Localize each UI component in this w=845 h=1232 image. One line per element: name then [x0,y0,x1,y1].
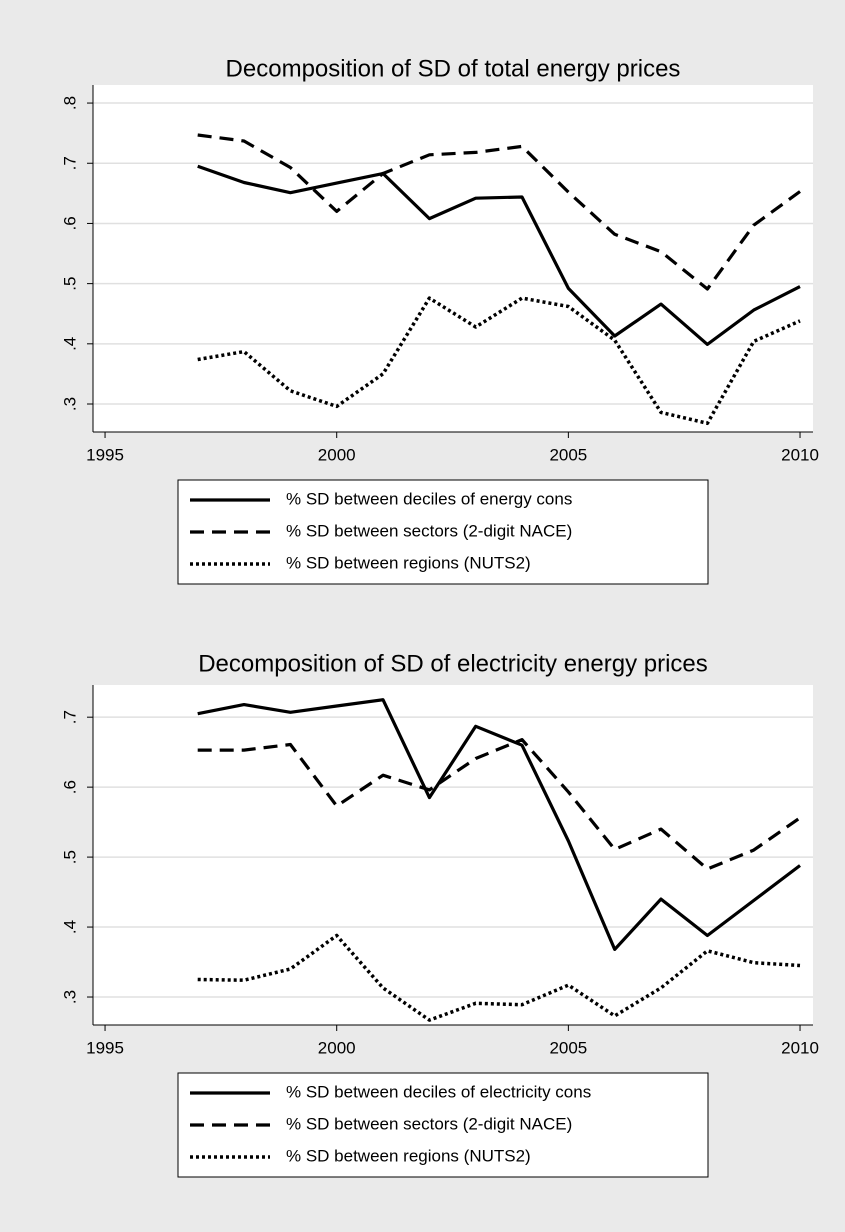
legend-label: % SD between regions (NUTS2) [286,1146,531,1165]
legend-label: % SD between deciles of electricity cons [286,1082,591,1101]
x-tick-label: 2000 [318,1038,356,1057]
y-tick-label: .6 [60,780,79,794]
x-tick-label: 1995 [86,1038,124,1057]
series-line [197,133,801,291]
y-tick-label: .5 [60,277,79,291]
x-tick-label: 1995 [86,445,124,464]
x-tick-label: 2000 [318,445,356,464]
y-tick-label: .7 [60,710,79,724]
y-tick-label: .3 [60,990,79,1004]
x-tick-label: 2010 [781,1038,819,1057]
plot-area [93,685,813,1025]
series-line [197,698,801,951]
legend-label: % SD between sectors (2-digit NACE) [286,1114,572,1133]
y-tick-label: .4 [60,920,79,934]
x-tick-label: 2005 [549,1038,587,1057]
y-tick-label: .5 [60,850,79,864]
legend-label: % SD between deciles of energy cons [286,489,572,508]
series-line [197,933,801,1022]
series-line [197,738,801,871]
y-tick-label: .6 [60,216,79,230]
y-tick-label: .4 [60,337,79,351]
legend-label: % SD between sectors (2-digit NACE) [286,521,572,540]
series-line [197,296,801,426]
x-tick-label: 2005 [549,445,587,464]
y-tick-label: .8 [60,96,79,110]
plot-area [93,85,813,432]
y-tick-label: .7 [60,156,79,170]
y-tick-label: .3 [60,397,79,411]
legend-label: % SD between regions (NUTS2) [286,553,531,572]
chart-title: Decomposition of SD of total energy pric… [226,55,681,82]
x-tick-label: 2010 [781,445,819,464]
chart-title: Decomposition of SD of electricity energ… [198,650,708,677]
series-line [197,164,801,346]
